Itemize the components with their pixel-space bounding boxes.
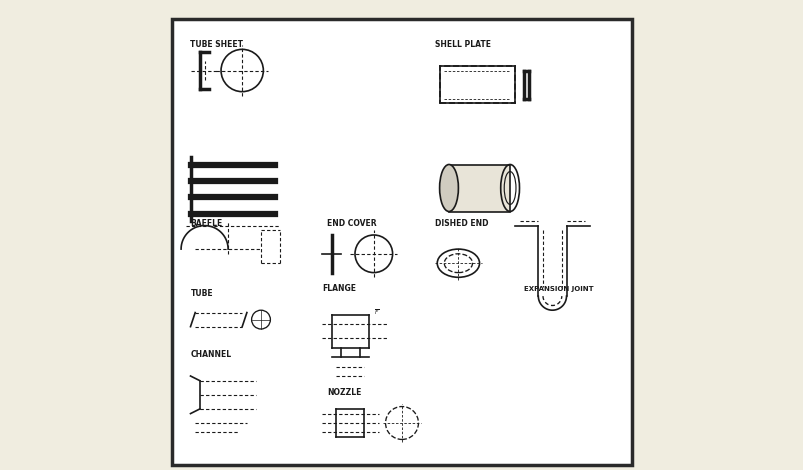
Bar [448,164,509,212]
Text: BAFFLE: BAFFLE [190,219,222,227]
Text: FLANGE: FLANGE [322,284,356,293]
Text: $\overline{F}$: $\overline{F}$ [373,307,378,317]
Text: EXPANSION JOINT: EXPANSION JOINT [524,286,593,292]
Text: TUBE: TUBE [190,289,213,298]
Text: TUBE SHEET: TUBE SHEET [190,40,243,49]
Text: DISHED END: DISHED END [434,219,487,227]
Ellipse shape [439,164,458,212]
Text: NOZZLE: NOZZLE [326,388,361,397]
Text: END COVER: END COVER [326,219,376,227]
Text: CHANNEL: CHANNEL [190,350,231,359]
Text: SHELL PLATE: SHELL PLATE [434,40,491,49]
Bar [439,66,514,103]
